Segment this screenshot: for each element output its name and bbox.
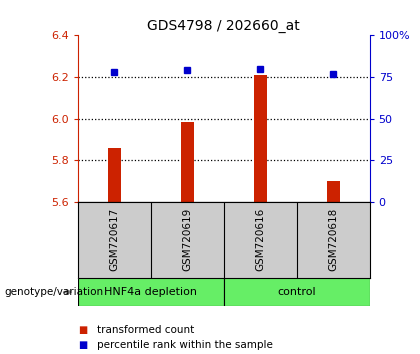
Text: GSM720618: GSM720618: [328, 208, 338, 272]
Bar: [326, 181, 340, 202]
Text: genotype/variation: genotype/variation: [4, 287, 103, 297]
Text: transformed count: transformed count: [97, 325, 194, 335]
FancyBboxPatch shape: [224, 278, 370, 306]
Bar: [181, 122, 194, 202]
Text: ■: ■: [78, 340, 87, 350]
Text: GSM720617: GSM720617: [109, 208, 119, 272]
Text: GSM720616: GSM720616: [255, 208, 265, 272]
Bar: [254, 75, 267, 202]
Bar: [108, 148, 121, 202]
Text: GSM720619: GSM720619: [182, 208, 192, 272]
Title: GDS4798 / 202660_at: GDS4798 / 202660_at: [147, 19, 300, 33]
Text: HNF4a depletion: HNF4a depletion: [104, 287, 197, 297]
Text: percentile rank within the sample: percentile rank within the sample: [97, 340, 273, 350]
Text: ■: ■: [78, 325, 87, 335]
Text: control: control: [277, 287, 316, 297]
FancyBboxPatch shape: [78, 278, 224, 306]
